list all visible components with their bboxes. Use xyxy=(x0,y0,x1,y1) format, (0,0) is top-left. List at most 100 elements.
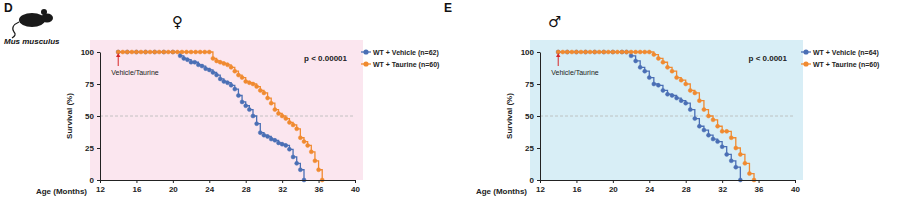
marker xyxy=(251,82,255,86)
mouse-head xyxy=(41,14,53,23)
marker xyxy=(643,50,647,54)
x-tick-mark xyxy=(282,180,283,183)
marker xyxy=(602,50,606,54)
marker xyxy=(729,159,733,163)
marker xyxy=(706,133,710,137)
y-tick-mark xyxy=(537,116,540,117)
sex-symbol: ♀ xyxy=(172,13,183,31)
marker xyxy=(611,50,615,54)
marker xyxy=(153,50,157,54)
y-tick-mark xyxy=(97,116,100,117)
x-tick: 20 xyxy=(609,180,618,194)
x-tick-label: 24 xyxy=(205,185,214,194)
annotation: Vehicle/Taurine xyxy=(111,53,159,76)
p-value: p < 0.0001 xyxy=(749,54,788,63)
marker xyxy=(725,152,729,156)
y-tick-label: 25 xyxy=(85,144,94,153)
annotation-arrow xyxy=(118,56,119,66)
y-tick-mark xyxy=(537,52,540,53)
y-tick-mark xyxy=(97,180,100,181)
marker xyxy=(670,94,674,98)
legend-marker xyxy=(363,61,368,66)
x-tick: 16 xyxy=(572,180,581,194)
x-axis-title: Age (Months) xyxy=(476,187,527,196)
annotation: Vehicle/Taurine xyxy=(551,53,599,76)
y-axis: 0255075100 xyxy=(521,48,541,185)
x-tick-mark xyxy=(136,180,137,183)
marker xyxy=(240,76,244,80)
marker xyxy=(679,99,683,103)
y-tick-label: 100 xyxy=(81,48,95,57)
marker xyxy=(588,50,592,54)
marker xyxy=(638,65,642,69)
marker xyxy=(178,54,182,58)
marker xyxy=(666,92,670,96)
annotation-text: Vehicle/Taurine xyxy=(551,69,599,76)
y-tick-label: 0 xyxy=(90,176,95,185)
marker xyxy=(226,81,230,85)
marker xyxy=(226,63,230,67)
marker xyxy=(652,53,656,57)
panel-label: D xyxy=(4,1,13,15)
marker xyxy=(711,118,715,122)
x-tick-mark xyxy=(686,180,687,183)
x-tick: 16 xyxy=(132,180,141,194)
legend-item: WT + Taurine (n=60) xyxy=(361,61,439,69)
x-tick-mark xyxy=(173,180,174,183)
x-tick-mark xyxy=(649,180,650,183)
marker xyxy=(584,50,588,54)
y-tick: 50 xyxy=(85,112,100,121)
x-tick: 36 xyxy=(755,180,764,194)
organism-name: Mus musculus xyxy=(4,37,60,46)
marker xyxy=(570,50,574,54)
marker xyxy=(579,50,583,54)
marker xyxy=(688,88,692,92)
marker xyxy=(725,129,729,133)
marker xyxy=(166,50,170,54)
marker xyxy=(734,165,738,169)
marker xyxy=(720,129,724,133)
marker xyxy=(295,127,299,131)
plot-background xyxy=(530,40,803,180)
reference-line xyxy=(100,116,355,117)
x-tick-label: 16 xyxy=(572,185,581,194)
marker xyxy=(139,50,143,54)
y-tick-label: 50 xyxy=(85,112,94,121)
marker xyxy=(236,73,240,77)
marker xyxy=(688,108,692,112)
marker xyxy=(144,50,148,54)
marker xyxy=(565,50,569,54)
marker xyxy=(171,50,175,54)
x-tick: 24 xyxy=(645,180,654,194)
marker xyxy=(309,150,313,154)
y-tick-label: 0 xyxy=(530,176,535,185)
plot-background xyxy=(90,40,363,180)
marker xyxy=(656,56,660,60)
marker xyxy=(697,99,701,103)
y-axis-title: Survival (%) xyxy=(505,93,514,139)
marker xyxy=(171,50,175,54)
legend-item: WT + Vehicle (n=64) xyxy=(801,49,879,57)
x-axis: 1216202428323640 xyxy=(96,180,360,194)
y-tick-mark xyxy=(97,148,100,149)
marker xyxy=(597,50,601,54)
marker xyxy=(593,50,597,54)
y-axis-line xyxy=(100,53,101,181)
marker xyxy=(269,101,273,105)
marker xyxy=(625,50,629,54)
p-value: p < 0.00001 xyxy=(304,54,347,63)
x-tick: 12 xyxy=(96,180,105,194)
legend-marker xyxy=(803,61,808,66)
marker xyxy=(266,96,270,100)
marker xyxy=(233,69,237,73)
marker xyxy=(729,136,733,140)
marker xyxy=(180,50,184,54)
y-tick-label: 50 xyxy=(525,112,534,121)
marker xyxy=(584,50,588,54)
legend: WT + Vehicle (n=64) WT + Taurine (n=60) xyxy=(801,49,879,69)
marker xyxy=(629,54,633,58)
x-tick-label: 36 xyxy=(315,185,324,194)
legend-label: WT + Taurine (n=60) xyxy=(813,61,879,69)
y-tick-label: 25 xyxy=(525,144,534,153)
x-tick-mark xyxy=(209,180,210,183)
